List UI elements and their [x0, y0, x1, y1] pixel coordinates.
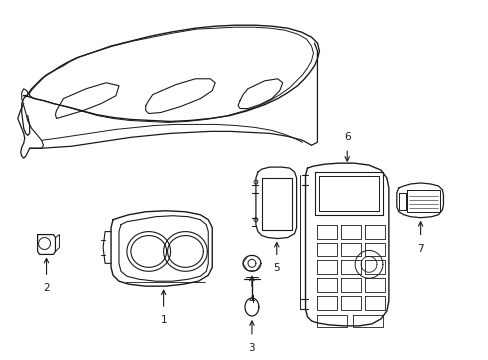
Text: 1: 1 — [160, 315, 166, 325]
Text: 3: 3 — [248, 343, 255, 353]
Text: 7: 7 — [416, 243, 423, 253]
Text: 6: 6 — [343, 132, 350, 142]
Text: 2: 2 — [43, 283, 50, 293]
Text: 5: 5 — [273, 264, 280, 273]
Text: 4: 4 — [248, 295, 255, 305]
